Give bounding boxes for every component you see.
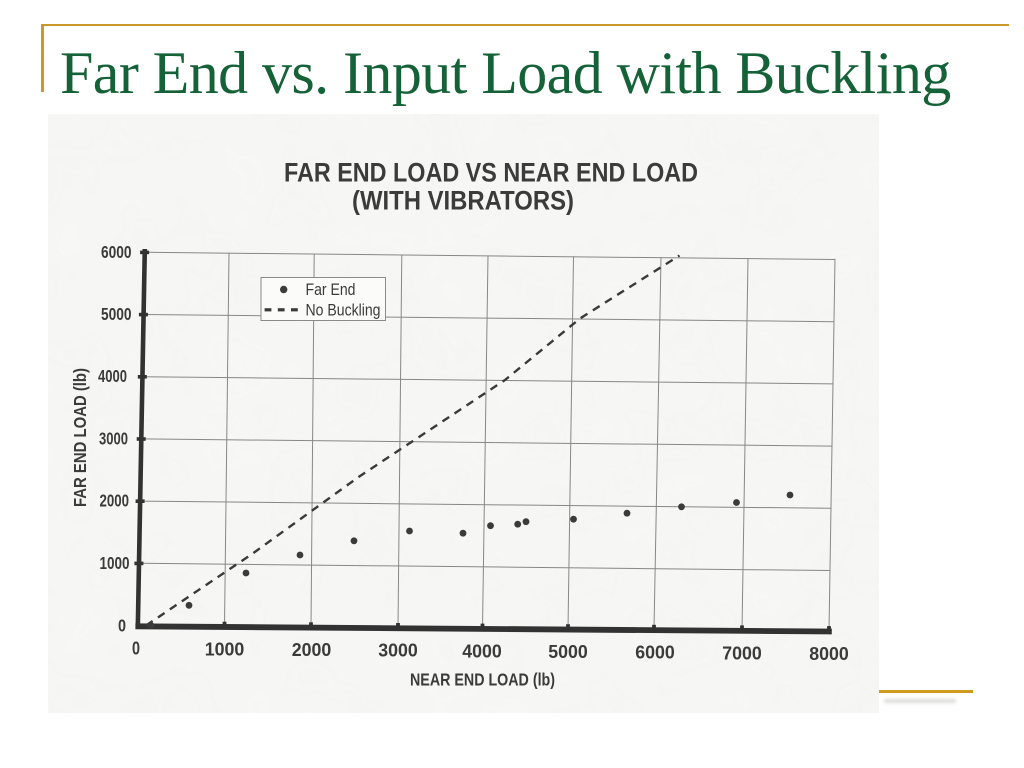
svg-text:3000: 3000	[378, 640, 418, 661]
svg-text:FAR END LOAD VS NEAR END LOAD: FAR END LOAD VS NEAR END LOAD	[284, 158, 698, 188]
svg-text:6000: 6000	[635, 642, 675, 663]
svg-text:2000: 2000	[292, 639, 332, 660]
svg-text:0: 0	[118, 616, 126, 636]
svg-text:8000: 8000	[809, 643, 849, 664]
svg-text:NEAR END LOAD (lb): NEAR END LOAD (lb)	[410, 670, 555, 690]
svg-text:1000: 1000	[100, 553, 130, 573]
svg-text:5000: 5000	[548, 641, 588, 662]
svg-text:3000: 3000	[99, 428, 128, 448]
svg-text:4000: 4000	[462, 640, 502, 661]
svg-text:Far End: Far End	[306, 281, 356, 299]
svg-text:6000: 6000	[101, 242, 132, 262]
svg-text:2000: 2000	[100, 491, 130, 511]
svg-text:4000: 4000	[98, 366, 127, 386]
svg-text:7000: 7000	[722, 642, 762, 663]
svg-text:FAR END LOAD (lb): FAR END LOAD (lb)	[70, 368, 90, 507]
svg-text:No Buckling: No Buckling	[306, 302, 381, 320]
svg-text:(WITH VIBRATORS): (WITH VIBRATORS)	[352, 186, 574, 216]
svg-text:0: 0	[132, 637, 140, 658]
svg-text:1000: 1000	[205, 638, 245, 659]
svg-text:5000: 5000	[101, 304, 132, 324]
